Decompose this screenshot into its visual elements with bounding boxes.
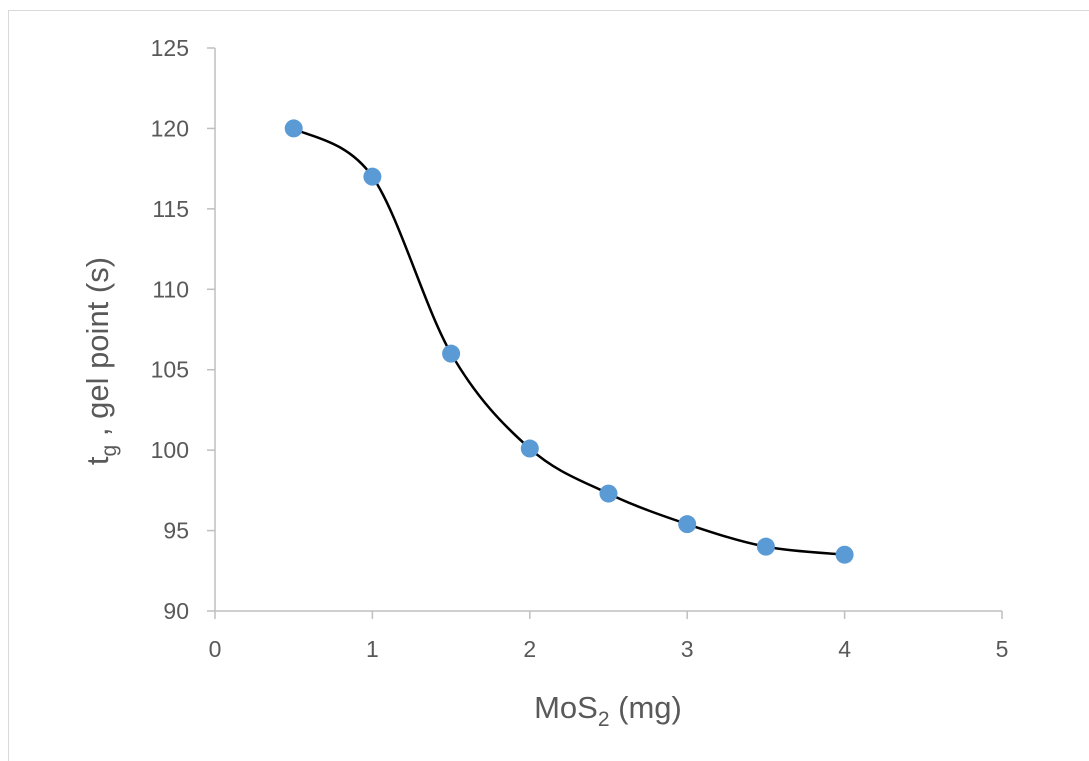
y-tick-label: 125 xyxy=(151,35,189,61)
data-point xyxy=(756,537,775,556)
x-tick-label: 0 xyxy=(209,636,222,662)
data-point xyxy=(520,439,539,458)
axes xyxy=(214,48,1002,612)
x-axis-title: MoS2 (mg) xyxy=(534,690,682,731)
y-tick-labels: 90 95 100 105 110 115 120 125 xyxy=(151,35,215,624)
data-points xyxy=(284,119,854,564)
data-point xyxy=(363,167,382,186)
y-tick-label: 110 xyxy=(152,276,189,302)
data-point xyxy=(678,515,697,534)
chart-frame xyxy=(8,10,1089,761)
data-point xyxy=(442,344,461,363)
x-tick-label: 3 xyxy=(681,636,694,662)
data-point xyxy=(835,545,854,564)
y-tick-label: 105 xyxy=(151,357,189,383)
data-point xyxy=(599,484,618,503)
y-tick-label: 90 xyxy=(163,598,189,624)
x-tick-label: 5 xyxy=(996,636,1009,662)
x-tick-label: 2 xyxy=(523,636,536,662)
data-point xyxy=(284,119,303,138)
y-tick-label: 120 xyxy=(151,115,189,141)
x-tick-label: 4 xyxy=(838,636,851,662)
y-tick-label: 95 xyxy=(163,518,189,544)
x-tick-labels: 0 1 2 3 4 5 xyxy=(209,611,1009,662)
y-tick-label: 115 xyxy=(152,196,189,222)
x-tick-label: 1 xyxy=(366,636,379,662)
y-axis-title: tg , gel point (s) xyxy=(80,257,121,465)
series-curve xyxy=(293,127,845,556)
y-tick-label: 100 xyxy=(151,437,189,463)
